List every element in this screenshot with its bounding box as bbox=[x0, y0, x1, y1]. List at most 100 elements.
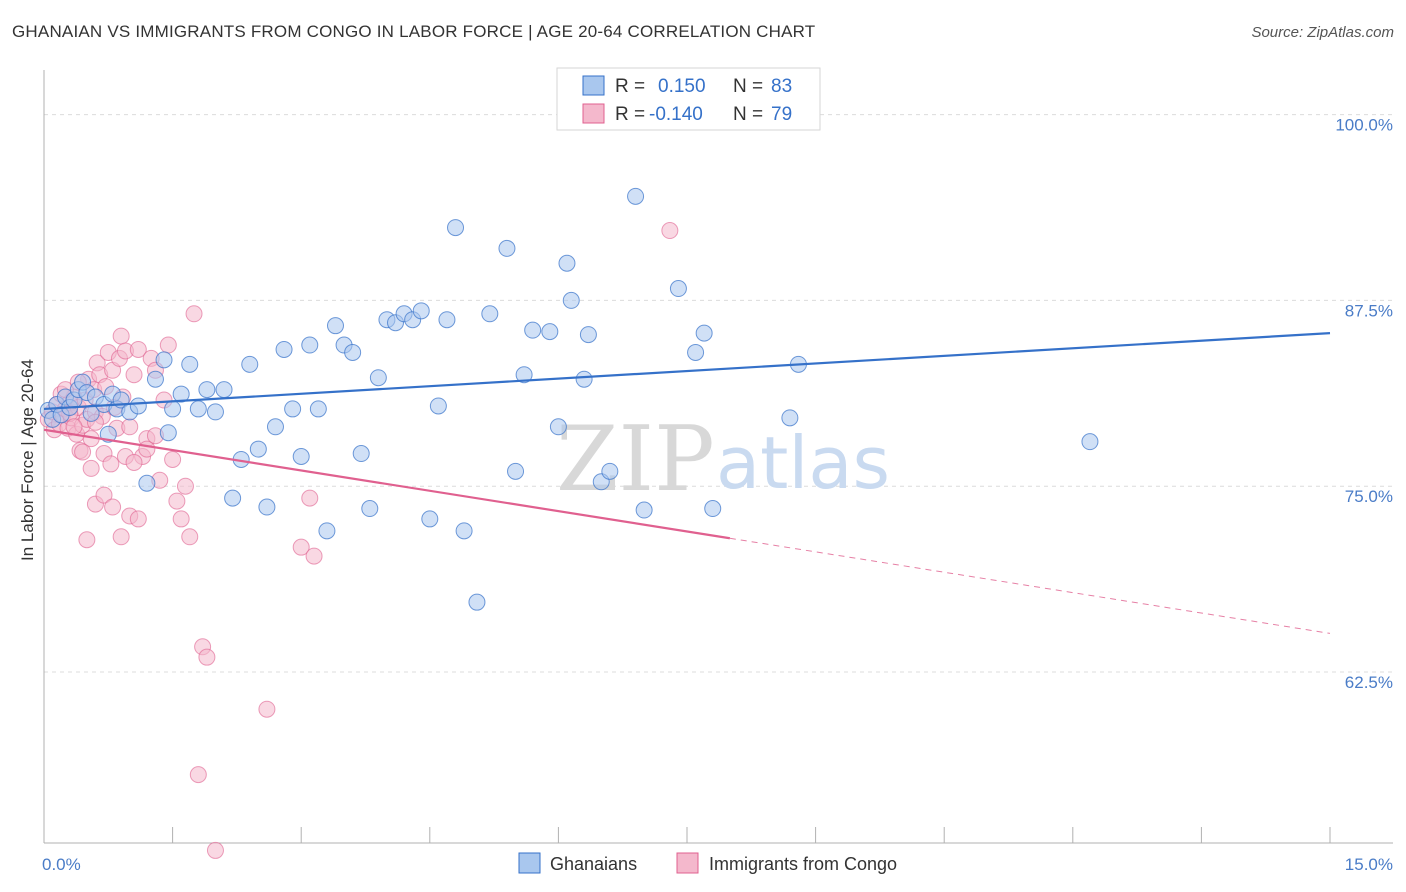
ghanaian-point bbox=[781, 409, 799, 427]
bottom-legend: Ghanaians Immigrants from Congo bbox=[518, 852, 897, 874]
ghanaian-point bbox=[146, 370, 164, 388]
source-label: Source: ZipAtlas.com bbox=[1251, 24, 1394, 41]
trend-lines bbox=[43, 332, 1331, 634]
legend-box: R = 0.150 N = 83 R = -0.140 N = 79 bbox=[556, 67, 821, 131]
ghanaian-point bbox=[326, 317, 344, 335]
congo-point bbox=[164, 450, 182, 468]
bottom-legend-congo: Immigrants from Congo bbox=[709, 854, 897, 874]
congo-point bbox=[125, 366, 143, 384]
ghanaian-point bbox=[562, 291, 580, 309]
ghanaian-point bbox=[369, 369, 387, 387]
ghanaian-point bbox=[468, 593, 486, 611]
ghanaian-point bbox=[669, 280, 687, 298]
congo-point bbox=[301, 489, 319, 507]
ghanaian-point bbox=[695, 324, 713, 342]
x-tick-label: 0.0% bbox=[42, 855, 81, 874]
congo-point bbox=[305, 547, 323, 565]
ghanaian-point bbox=[541, 323, 559, 341]
congo-point bbox=[129, 510, 147, 528]
ghanaian-point bbox=[481, 305, 499, 323]
legend-n-label-1: N = bbox=[733, 76, 763, 97]
bottom-legend-swatch-ghanaians bbox=[518, 852, 541, 874]
legend-n-value-2: 79 bbox=[771, 104, 792, 125]
y-tick-labels: 100.0% 87.5% 75.0% 62.5% bbox=[1335, 116, 1393, 692]
ghanaian-point bbox=[249, 440, 267, 458]
congo-point bbox=[104, 498, 122, 516]
congo-point bbox=[95, 486, 113, 504]
congo-point bbox=[258, 700, 276, 718]
ghanaian-point bbox=[687, 343, 705, 361]
ghanaian-point bbox=[309, 400, 327, 418]
ghanaian-point bbox=[515, 366, 533, 384]
series-congo-points bbox=[39, 222, 679, 859]
ghanaian-point bbox=[524, 321, 542, 339]
ghanaian-point bbox=[507, 462, 525, 480]
legend-r-value-2: -0.140 bbox=[649, 104, 703, 125]
ghanaian-point bbox=[275, 340, 293, 358]
ghanaian-point bbox=[318, 522, 336, 540]
trend-line-congo-extension bbox=[729, 537, 1331, 634]
ghanaian-point bbox=[438, 311, 456, 329]
ghanaian-point bbox=[129, 397, 147, 415]
ghanaian-point bbox=[164, 400, 182, 418]
ghanaian-point bbox=[429, 397, 447, 415]
congo-point bbox=[168, 492, 186, 510]
congo-point bbox=[661, 222, 679, 240]
chart-title: GHANAIAN VS IMMIGRANTS FROM CONGO IN LAB… bbox=[12, 22, 816, 41]
legend-swatch-ghanaians bbox=[582, 75, 605, 96]
ghanaian-point bbox=[189, 400, 207, 418]
watermark: ZIP atlas bbox=[556, 407, 890, 512]
congo-point bbox=[129, 340, 147, 358]
congo-point bbox=[112, 528, 130, 546]
ghanaian-point bbox=[575, 370, 593, 388]
watermark-zip: ZIP bbox=[556, 407, 715, 512]
y-tick-label: 62.5% bbox=[1345, 673, 1393, 692]
ghanaian-point bbox=[627, 187, 645, 205]
ghanaian-point bbox=[361, 500, 379, 518]
congo-point bbox=[189, 766, 207, 784]
congo-point bbox=[181, 528, 199, 546]
congo-point bbox=[206, 841, 224, 859]
ghanaian-point bbox=[412, 302, 430, 320]
series-ghanaians-points bbox=[39, 187, 1099, 611]
ghanaian-point bbox=[447, 219, 465, 237]
x-tick-label: 15.0% bbox=[1345, 855, 1393, 874]
ghanaian-point bbox=[181, 355, 199, 373]
congo-point bbox=[78, 531, 96, 549]
congo-point bbox=[172, 510, 190, 528]
y-tick-label: 75.0% bbox=[1345, 487, 1393, 506]
congo-point bbox=[74, 443, 92, 461]
ghanaian-point bbox=[258, 498, 276, 516]
congo-point bbox=[176, 477, 194, 495]
ghanaian-point bbox=[206, 403, 224, 421]
ghanaian-point bbox=[704, 500, 722, 518]
ghanaian-point bbox=[421, 510, 439, 528]
congo-point bbox=[125, 453, 143, 471]
x-tick-labels: 0.0% 15.0% bbox=[42, 855, 1393, 874]
ghanaian-point bbox=[241, 355, 259, 373]
congo-point bbox=[112, 327, 130, 345]
watermark-atlas: atlas bbox=[716, 421, 890, 505]
congo-point bbox=[121, 418, 139, 436]
legend-swatch-congo bbox=[582, 103, 605, 124]
gridlines bbox=[44, 114, 1393, 673]
ghanaian-point bbox=[498, 239, 516, 257]
ghanaian-point bbox=[198, 381, 216, 399]
ghanaian-point bbox=[284, 400, 302, 418]
legend-r-label-1: R = bbox=[615, 76, 645, 97]
ghanaian-point bbox=[352, 445, 370, 463]
y-tick-label: 100.0% bbox=[1335, 116, 1393, 135]
ghanaian-point bbox=[224, 489, 242, 507]
congo-point bbox=[292, 538, 310, 556]
ghanaian-point bbox=[579, 326, 597, 344]
bottom-legend-ghanaians: Ghanaians bbox=[550, 854, 637, 874]
y-tick-label: 87.5% bbox=[1345, 301, 1393, 320]
trend-line-ghanaians bbox=[43, 332, 1331, 411]
ghanaian-point bbox=[301, 336, 319, 354]
y-axis-label: In Labor Force | Age 20-64 bbox=[18, 359, 37, 561]
ghanaian-point bbox=[1081, 433, 1099, 451]
legend-n-label-2: N = bbox=[733, 104, 763, 125]
congo-point bbox=[65, 418, 83, 436]
legend-r-value-1: 0.150 bbox=[658, 76, 706, 97]
